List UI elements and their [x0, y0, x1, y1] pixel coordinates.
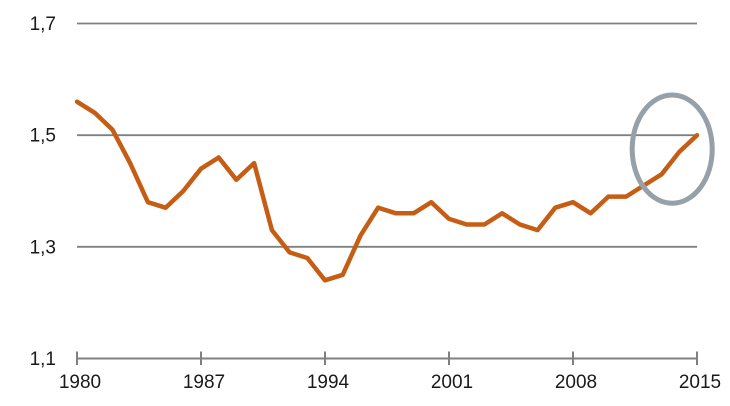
y-axis-label: 1,3 — [30, 237, 56, 258]
gridlines — [77, 22, 697, 248]
x-axis-label: 1994 — [307, 372, 350, 393]
x-axis-labels: 1980 1987 1994 2001 2008 2015 — [59, 372, 721, 393]
x-axis-label: 1980 — [59, 372, 101, 393]
data-series — [74, 99, 700, 283]
x-axis-label: 2015 — [679, 372, 721, 393]
annotation-layer — [629, 92, 715, 206]
x-axis-label: 2008 — [555, 372, 597, 393]
y-axis-label: 1,5 — [30, 126, 56, 147]
y-axis-label: 1,7 — [30, 14, 56, 35]
y-axis-labels: 1,1 1,3 1,5 1,7 — [30, 14, 56, 370]
y-axis-label: 1,1 — [30, 349, 56, 370]
x-axis — [76, 351, 698, 365]
x-axis-label: 1987 — [183, 372, 225, 393]
annotation-ellipse — [629, 92, 715, 206]
data-line — [74, 99, 700, 283]
x-axis-label: 2001 — [431, 372, 473, 393]
